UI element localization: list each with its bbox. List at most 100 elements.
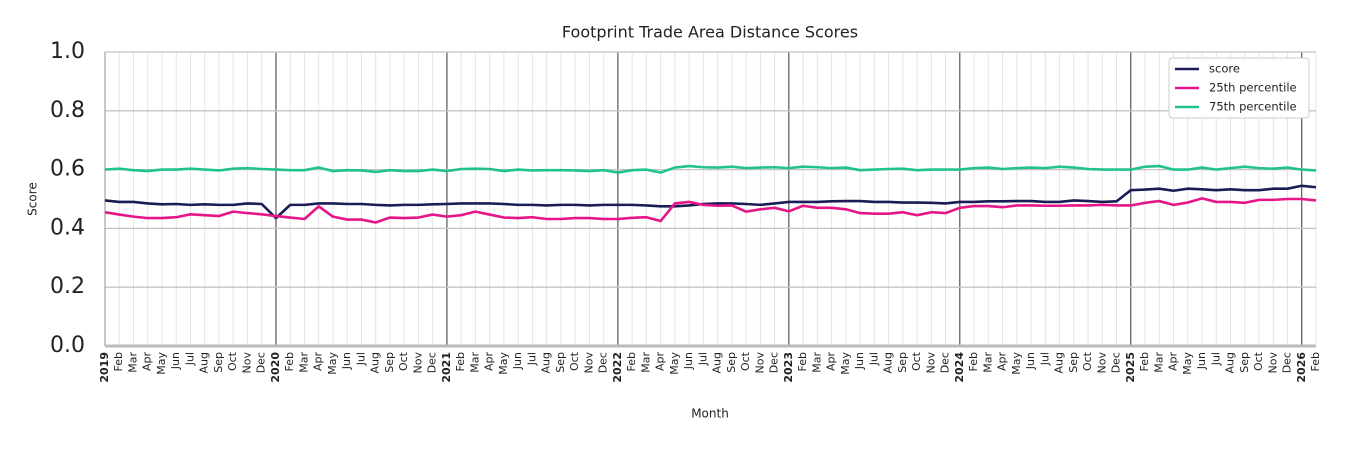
legend-box [1168, 57, 1310, 119]
x-tick-label: Aug [369, 352, 382, 373]
x-tick-label: Nov [1095, 352, 1108, 374]
x-tick-label: May [839, 352, 852, 375]
x-tick-label: Oct [739, 351, 752, 371]
x-tick-label: Jun [1024, 352, 1037, 370]
x-tick-label: Aug [882, 352, 895, 373]
x-tick-label: May [1010, 352, 1023, 375]
x-tick-label: Jun [340, 352, 353, 370]
x-tick-label: Aug [711, 352, 724, 373]
x-tick-label: Sep [896, 352, 909, 373]
y-tick-label: 0.8 [50, 98, 85, 123]
x-tick-label: Dec [1110, 352, 1123, 373]
x-tick-label: 2019 [98, 352, 111, 383]
x-tick-label: Feb [283, 352, 296, 371]
y-tick-label: 0.6 [50, 157, 85, 182]
x-tick-label: Feb [1138, 352, 1151, 371]
x-tick-label: Apr [312, 352, 325, 372]
x-tick-label: Dec [1281, 352, 1294, 373]
x-tick-label: Mar [1152, 352, 1165, 373]
x-tick-label: Feb [454, 352, 467, 371]
x-tick-label: Apr [1167, 352, 1180, 372]
x-tick-label: Jul [183, 352, 196, 366]
y-axis-label: Score [26, 182, 40, 216]
x-tick-label: Oct [226, 351, 239, 371]
x-tick-label: Jul [1038, 352, 1051, 366]
x-tick-label: Oct [568, 351, 581, 371]
x-tick-label: Sep [1238, 352, 1251, 373]
x-tick-label: Dec [255, 352, 268, 373]
x-tick-label: Aug [1224, 352, 1237, 373]
x-tick-label: 2023 [782, 352, 795, 383]
x-tick-label: Apr [825, 352, 838, 372]
x-tick-label: May [1181, 352, 1194, 375]
x-tick-label: Mar [639, 352, 652, 373]
x-tick-label: Oct [1081, 351, 1094, 371]
chart-title: Footprint Trade Area Distance Scores [562, 23, 858, 42]
x-tick-label: 2026 [1295, 352, 1308, 383]
x-tick-label: Sep [383, 352, 396, 373]
x-tick-label: Nov [582, 352, 595, 374]
x-tick-label: May [326, 352, 339, 375]
y-tick-label: 1.0 [50, 39, 85, 64]
x-tick-label: Feb [1309, 352, 1322, 371]
series-line [104, 164, 1317, 174]
x-tick-label: 2020 [269, 352, 282, 383]
legend: score 25th percentile 75th percentile [1168, 57, 1310, 119]
x-tick-label: Sep [1067, 352, 1080, 373]
x-tick-label: Jul [525, 352, 538, 366]
x-tick-label: Feb [967, 352, 980, 371]
x-tick-label: Aug [1053, 352, 1066, 373]
x-tick-label: Jul [354, 352, 367, 366]
x-tick-label: Feb [112, 352, 125, 371]
x-tick-label: Nov [924, 352, 937, 374]
x-tick-label: Apr [483, 352, 496, 372]
x-tick-label: Sep [725, 352, 738, 373]
x-tick-label: Apr [654, 352, 667, 372]
x-tick-label: Mar [126, 352, 139, 373]
x-tick-label: Jul [1209, 352, 1222, 366]
x-tick-label: Mar [468, 352, 481, 373]
x-tick-label: 2022 [611, 352, 624, 383]
x-tick-label: Mar [297, 352, 310, 373]
x-tick-label: Nov [411, 352, 424, 374]
x-tick-label: Jul [696, 352, 709, 366]
x-tick-label: Jun [169, 352, 182, 370]
x-tick-label: Oct [910, 351, 923, 371]
x-tick-label: May [668, 352, 681, 375]
y-tick-label: 0.4 [50, 215, 85, 240]
x-tick-label: Dec [939, 352, 952, 373]
x-tick-label: May [155, 352, 168, 375]
x-tick-label: Jun [1195, 352, 1208, 370]
x-tick-label: Jun [511, 352, 524, 370]
x-tick-label: Nov [240, 352, 253, 374]
x-tick-label: Feb [625, 352, 638, 371]
x-tick-label: Dec [597, 352, 610, 373]
x-tick-label: May [497, 352, 510, 375]
x-tick-label: Sep [554, 352, 567, 373]
x-axis-label: Month [691, 407, 729, 421]
series-line [104, 184, 1317, 220]
x-tick-label: Feb [796, 352, 809, 371]
y-tick-label: 0.0 [50, 333, 85, 358]
x-tick-label: 2021 [440, 352, 453, 383]
series-line [104, 197, 1317, 224]
x-tick-label: Jun [682, 352, 695, 370]
x-tick-label: Sep [212, 352, 225, 373]
x-tick-label: Oct [397, 351, 410, 371]
x-tick-label: 2025 [1124, 352, 1137, 383]
x-tick-label: Dec [768, 352, 781, 373]
x-tick-label: Jul [867, 352, 880, 366]
y-tick-label: 0.2 [50, 274, 85, 299]
x-tick-label: Oct [1252, 351, 1265, 371]
x-tick-label: Aug [540, 352, 553, 373]
legend-label: 25th percentile [1209, 81, 1297, 95]
x-tick-label: Aug [198, 352, 211, 373]
x-tick-label: Jun [853, 352, 866, 370]
x-tick-label: Apr [141, 352, 154, 372]
x-tick-label: Apr [996, 352, 1009, 372]
x-tick-label: Nov [753, 352, 766, 374]
x-tick-label: Nov [1266, 352, 1279, 374]
x-tick-label: Dec [426, 352, 439, 373]
